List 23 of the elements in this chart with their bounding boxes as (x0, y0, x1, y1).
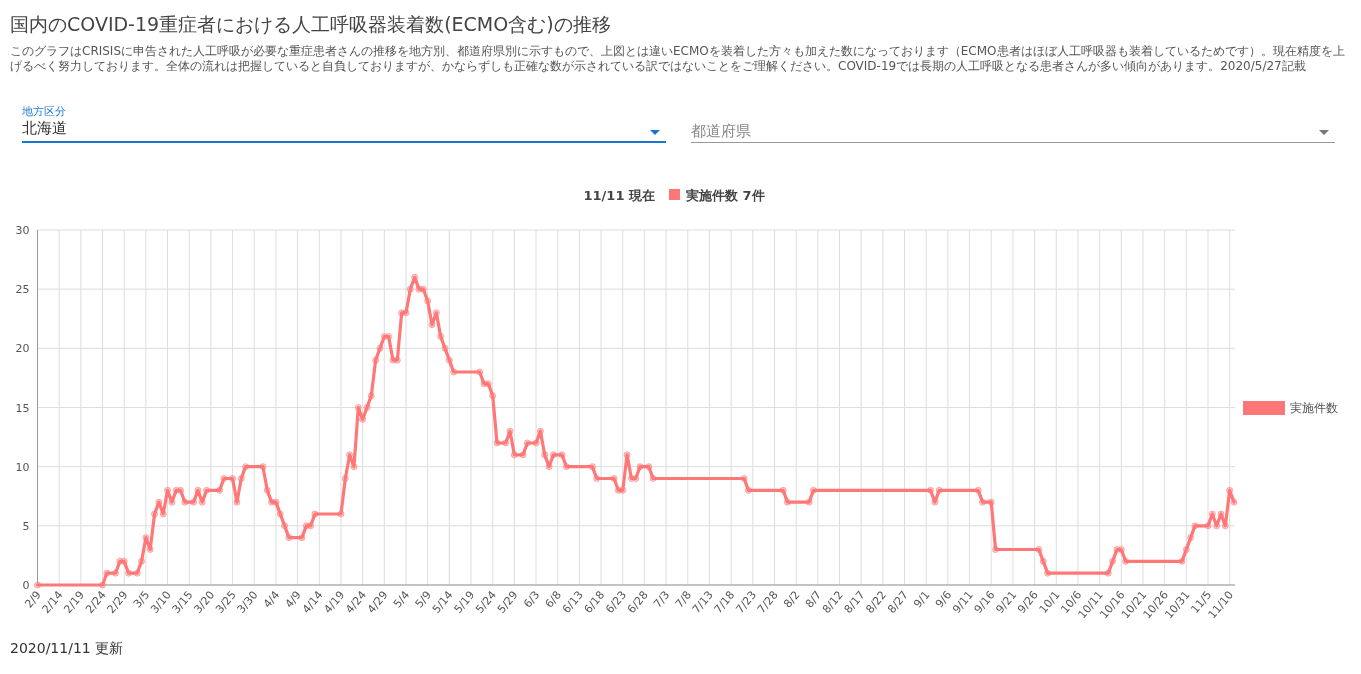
legend-label: 実施件数 (1290, 401, 1338, 415)
x-tick-label: 4/9 (282, 588, 304, 611)
footer: 2020/11/11 更新 (10, 640, 124, 658)
dropdown-label: 地方区分 (22, 104, 66, 119)
x-tick-label: 8/2 (781, 588, 803, 611)
x-tick-label: 9/1 (911, 588, 933, 611)
y-tick-label: 5 (22, 519, 30, 533)
x-tick-label: 7/3 (651, 588, 673, 611)
subtitle: このグラフはCRISISに申告された人工呼吸が必要な重症患者さんの推移を地方別、都道府県別に示すもので、上図とは違いECMOを装着した方々も加えた数になっております（ECMO患者はほぼ人工呼吸器も装着しているためです）。現在精度を上げるべく努力しております。全体の流れは把握していると自負しておりますが、かならずしも正確な数が示されている訳ではないことをご理解ください。COVID-19では長期の人工呼吸となる患者さんが多い傾向があります。2020/5/27記載 (10, 44, 1346, 74)
x-tick-label: 5/4 (390, 588, 413, 611)
y-tick-label: 25 (15, 283, 30, 297)
y-tick-label: 15 (15, 401, 30, 415)
legend: 実施件数 (1243, 401, 1338, 415)
y-tick-label: 20 (15, 342, 30, 356)
dropdown-prefecture: 都道府県 (691, 122, 751, 141)
y-tick-label: 30 (15, 224, 30, 237)
y-tick-label: 0 (22, 579, 30, 592)
header: 11/11 現在 実施件数 7件 (583, 188, 765, 203)
title: 国内のCOVID-19重症者における人工呼吸器装着数(ECMO含む)の推移 (10, 12, 611, 37)
dropdown-region: 北海道 (22, 119, 67, 138)
x-tick-label: 4/4 (260, 588, 283, 611)
x-tick-label: 6/3 (521, 588, 543, 611)
y-tick-label: 10 (15, 460, 30, 474)
